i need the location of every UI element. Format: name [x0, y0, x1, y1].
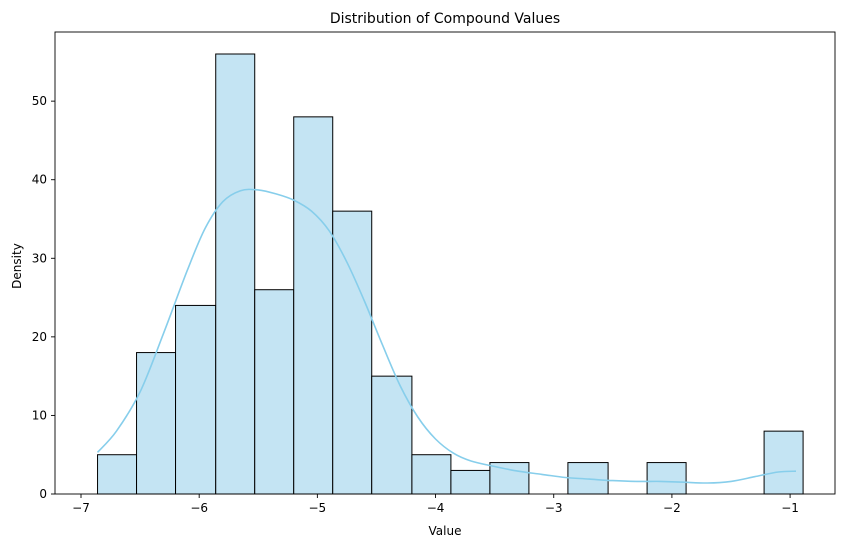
histogram-bar [293, 116, 334, 495]
y-axis: 0 10 20 30 40 50 [32, 94, 55, 501]
histogram-bar [450, 469, 491, 495]
x-tick-label: −3 [545, 501, 563, 515]
x-tick-label: −2 [663, 501, 681, 515]
histogram-bar [136, 352, 177, 495]
x-tick-label: −6 [190, 501, 208, 515]
x-axis: −7 −6 −5 −4 −3 −2 −1 [72, 494, 799, 515]
y-tick-label: 20 [32, 330, 47, 344]
kde-curve [96, 188, 797, 484]
histogram-bar [763, 430, 804, 495]
histogram-bar [332, 210, 373, 495]
y-tick-label: 50 [32, 94, 47, 108]
y-axis-label: Density [10, 243, 24, 289]
y-tick-label: 10 [32, 408, 47, 422]
plot-frame [54, 31, 836, 495]
histogram-bar [411, 454, 452, 495]
chart-title: Distribution of Compound Values [330, 11, 560, 27]
histogram-bars [97, 53, 804, 495]
x-tick-label: −1 [781, 501, 799, 515]
histogram-bar [646, 462, 687, 495]
histogram-bar [254, 289, 295, 495]
histogram-bar [97, 454, 138, 495]
histogram-bar [489, 462, 530, 495]
x-axis-label: Value [429, 524, 462, 538]
histogram-bar [215, 53, 256, 495]
y-tick-label: 40 [32, 173, 47, 187]
y-tick-label: 0 [39, 487, 47, 501]
histogram-bar [175, 304, 217, 495]
y-tick-label: 30 [32, 251, 47, 265]
x-tick-label: −5 [309, 501, 327, 515]
x-tick-label: −7 [72, 501, 90, 515]
x-tick-label: −4 [427, 501, 445, 515]
histogram-bar [371, 375, 413, 495]
